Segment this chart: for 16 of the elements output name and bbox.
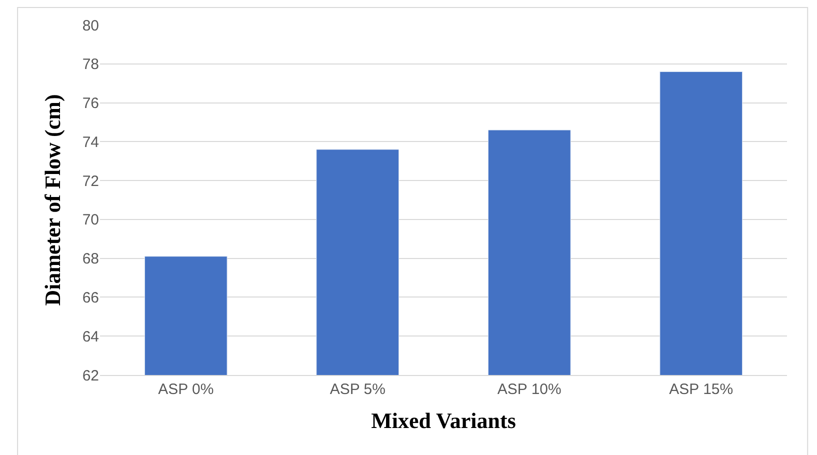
y-tick-label: 62 [82, 367, 99, 384]
x-tick-label: ASP 5% [330, 381, 386, 398]
y-tick-label: 72 [82, 172, 99, 190]
y-tick-label: 76 [82, 95, 99, 112]
y-tick-label: 74 [82, 134, 99, 151]
y-axis-title: Diameter of Flow (cm) [40, 94, 66, 306]
x-tick-label: ASP 15% [669, 381, 734, 398]
y-tick-label: 64 [82, 328, 99, 346]
y-tick-label: 70 [82, 212, 99, 229]
y-tick-label: 68 [82, 250, 99, 268]
y-tick-label: 66 [82, 289, 99, 306]
y-tick-label: 80 [82, 17, 99, 34]
x-axis-title: Mixed Variants [371, 408, 516, 433]
x-tick-label: ASP 0% [158, 381, 214, 398]
y-tick-label: 78 [82, 56, 99, 74]
x-tick-label: ASP 10% [497, 381, 562, 398]
